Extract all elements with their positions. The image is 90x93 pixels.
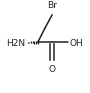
Text: O: O [49, 65, 56, 73]
Text: OH: OH [69, 39, 83, 48]
Text: Br: Br [47, 1, 57, 10]
Text: H2N: H2N [6, 39, 25, 48]
